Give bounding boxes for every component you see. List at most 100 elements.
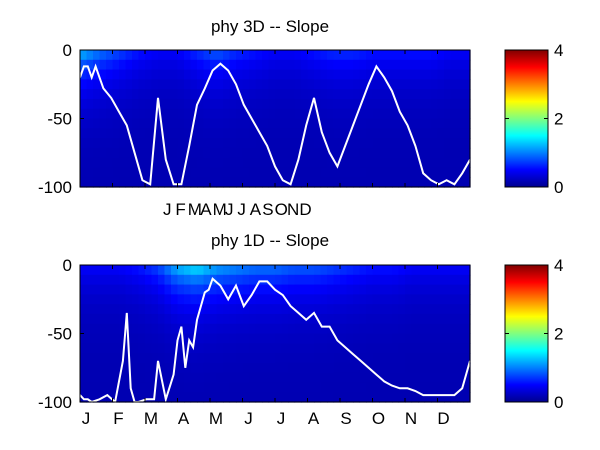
heat-cell	[190, 59, 198, 71]
heat-cell	[132, 284, 140, 295]
heat-cell	[288, 147, 296, 159]
heat-cell	[372, 167, 380, 178]
heat-cell	[405, 59, 413, 71]
heat-cell	[86, 138, 94, 149]
heat-cell	[125, 313, 133, 325]
heat-cell	[164, 98, 172, 110]
heat-cell	[431, 362, 439, 374]
heat-cell	[437, 323, 445, 335]
heat-cell	[255, 138, 263, 149]
heat-cell	[457, 313, 465, 325]
heat-cell	[151, 362, 159, 374]
heat-cell	[177, 50, 185, 61]
heat-cell	[210, 89, 218, 100]
heat-cell	[424, 274, 432, 286]
heat-cell	[132, 177, 140, 188]
heat-cell	[444, 89, 452, 100]
heat-cell	[457, 294, 465, 305]
heat-cell	[249, 343, 257, 354]
heat-cell	[424, 353, 432, 364]
heat-cell	[242, 98, 250, 110]
heat-cell	[275, 108, 283, 120]
heat-cell	[346, 79, 354, 90]
heat-cell	[340, 50, 348, 61]
heat-cell	[132, 382, 140, 393]
heat-cell	[236, 274, 244, 286]
heat-cell	[359, 294, 367, 305]
heat-cell	[437, 69, 445, 80]
heat-cell	[301, 177, 309, 188]
heat-cell	[190, 69, 198, 80]
heat-cell	[242, 138, 250, 149]
heat-cell	[457, 333, 465, 344]
heat-cell	[262, 89, 270, 100]
heat-cell	[379, 353, 387, 364]
heat-cell	[457, 284, 465, 295]
heat-cell	[372, 118, 380, 129]
heat-cell	[385, 177, 393, 188]
heat-cell	[431, 372, 439, 384]
heat-cell	[203, 147, 211, 159]
heat-cell	[359, 59, 367, 71]
heat-cell	[340, 128, 348, 139]
heat-cell	[268, 304, 276, 315]
heat-cell	[112, 177, 120, 188]
heat-cell	[86, 177, 94, 188]
heat-cell	[301, 157, 309, 169]
heat-cell	[229, 50, 237, 61]
colorbar-gradient	[504, 49, 549, 188]
heat-cell	[190, 382, 198, 393]
heat-cell	[353, 392, 361, 403]
heat-cell	[444, 50, 452, 61]
heat-cell	[444, 313, 452, 325]
heat-cell	[379, 362, 387, 374]
heat-cell	[223, 147, 231, 159]
heat-cell	[463, 177, 471, 188]
heat-cell	[301, 69, 309, 80]
heat-cell	[190, 177, 198, 188]
heat-cell	[379, 313, 387, 325]
heat-cell	[463, 353, 471, 364]
heat-cell	[340, 177, 348, 188]
heat-cell	[405, 69, 413, 80]
heat-cell	[203, 294, 211, 305]
heat-cell	[262, 167, 270, 178]
heat-cell	[411, 50, 419, 61]
heat-cell	[197, 382, 205, 393]
heat-cell	[268, 294, 276, 305]
heat-cell	[288, 89, 296, 100]
heat-cell	[333, 89, 341, 100]
heat-cell	[418, 343, 426, 354]
heat-cell	[138, 274, 146, 286]
heat-cell	[197, 284, 205, 295]
heat-cell	[190, 138, 198, 149]
heat-cell	[158, 382, 166, 393]
heat-cell	[333, 265, 341, 276]
heat-cell	[93, 157, 101, 169]
heat-cell	[385, 138, 393, 149]
x-tick-label: M	[144, 409, 158, 428]
heat-cell	[275, 157, 283, 169]
heat-cell	[164, 118, 172, 129]
heat-cell	[145, 138, 153, 149]
heat-cell	[242, 382, 250, 393]
heat-cell	[418, 304, 426, 315]
heat-cell	[437, 79, 445, 90]
heat-cell	[366, 118, 374, 129]
heat-cell	[281, 128, 289, 139]
heat-cell	[294, 138, 302, 149]
heat-cell	[268, 313, 276, 325]
heat-cell	[340, 108, 348, 120]
heat-cell	[340, 353, 348, 364]
heat-cell	[288, 79, 296, 90]
heat-cell	[236, 118, 244, 129]
heat-cell	[457, 177, 465, 188]
heat-cell	[450, 274, 458, 286]
heat-cell	[190, 89, 198, 100]
heat-cell	[307, 372, 315, 384]
heat-cell	[119, 177, 127, 188]
heat-cell	[398, 177, 406, 188]
heat-cell	[372, 392, 380, 403]
heat-cell	[158, 274, 166, 286]
